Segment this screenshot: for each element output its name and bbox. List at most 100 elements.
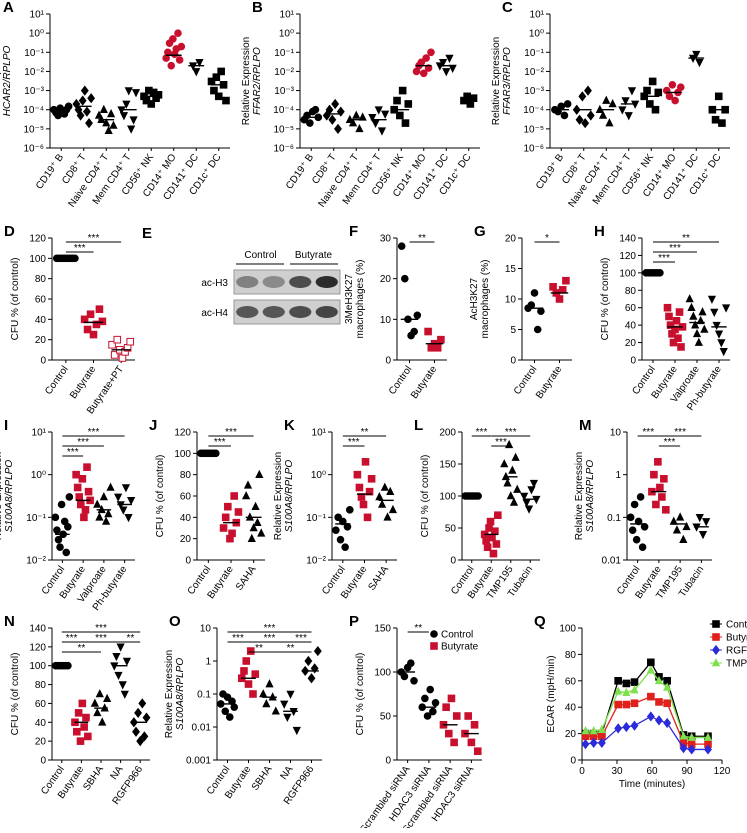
legend-marker (711, 658, 721, 667)
data-point (214, 92, 223, 101)
data-point (486, 517, 495, 526)
data-point (429, 707, 437, 716)
data-point (695, 58, 704, 68)
data-point (558, 286, 567, 294)
data-point (622, 679, 631, 688)
data-point (136, 736, 145, 747)
panel-letter: M (579, 417, 592, 434)
data-point (112, 652, 121, 662)
y-tick-label: 100 (374, 668, 391, 679)
data-point (54, 535, 63, 544)
significance-label: ** (418, 233, 426, 244)
significance-label: *** (658, 253, 670, 264)
data-point (663, 699, 671, 708)
data-point (533, 325, 542, 334)
y-tick-label: 10⁻¹ (274, 48, 294, 59)
data-point (353, 470, 362, 479)
y-tick-label: 80 (565, 650, 577, 661)
data-point (413, 311, 422, 320)
y-tick-label: 0 (630, 356, 636, 367)
data-point (691, 320, 700, 329)
panel-letter: P (349, 613, 359, 630)
y-axis-label: HCAR2/RPLPO (2, 45, 13, 116)
data-point (224, 502, 232, 511)
data-point (262, 699, 271, 708)
data-point (679, 731, 688, 740)
data-point (76, 737, 85, 745)
data-point (687, 302, 696, 312)
data-point (489, 549, 498, 558)
data-point (89, 330, 98, 339)
data-point (51, 513, 60, 522)
data-point (336, 535, 345, 544)
data-point (110, 351, 119, 359)
data-point (286, 690, 295, 699)
y-tick-label: 0.001 (186, 756, 211, 767)
x-tick-label: Control (43, 364, 71, 397)
data-point (93, 707, 102, 717)
data-point (630, 699, 639, 708)
data-point (401, 274, 409, 283)
data-point (64, 102, 73, 111)
data-point (113, 335, 122, 344)
data-point (450, 738, 458, 747)
y-axis-label: Relative Expression (574, 452, 585, 540)
y-tick-label: 10⁻² (24, 67, 44, 78)
data-point (513, 484, 522, 493)
data-point (175, 56, 184, 64)
y-axis-label: AcH3K27 (469, 277, 480, 320)
data-point (626, 513, 635, 522)
data-point (102, 118, 111, 127)
data-point (618, 106, 627, 115)
y-tick-label: 100 (439, 492, 456, 503)
y-axis-label: Relative Expression (491, 37, 502, 125)
data-point (386, 486, 395, 495)
y-tick-label: 0 (510, 356, 516, 367)
data-point (332, 526, 340, 534)
data-point (76, 500, 85, 509)
y-tick-label: 0 (385, 756, 391, 767)
data-point (687, 744, 696, 755)
data-point (622, 721, 631, 733)
data-point (122, 100, 131, 109)
data-point (679, 534, 688, 543)
y-tick-label: 10⁰ (29, 29, 44, 40)
y-tick-label: 60 (35, 295, 47, 306)
y-tick-label: 10⁻⁵ (23, 124, 44, 135)
data-point (80, 723, 88, 731)
y-tick-label: 140 (29, 624, 46, 635)
x-tick-label: Butyrate (534, 364, 565, 401)
data-point (365, 487, 374, 496)
data-point (377, 499, 387, 508)
data-point (313, 645, 322, 657)
data-point (377, 127, 387, 136)
data-point (555, 295, 564, 303)
y-tick-label: 40 (625, 321, 637, 332)
panel-letter: L (414, 417, 423, 434)
data-point (109, 120, 118, 129)
data-point (355, 483, 364, 492)
data-point (292, 726, 301, 736)
y-tick-label: 140 (619, 234, 636, 245)
data-point (621, 97, 630, 106)
y-tick-label: 10¹ (32, 428, 47, 439)
data-point (646, 711, 655, 722)
data-point (98, 717, 107, 726)
data-point (367, 475, 376, 483)
y-axis-label: FFAR3/RPLPO (502, 47, 513, 115)
data-point (675, 308, 684, 316)
data-point (426, 685, 435, 694)
data-point (339, 517, 347, 526)
y-tick-label: 100 (619, 268, 636, 279)
data-point (65, 493, 74, 501)
data-point (431, 699, 440, 707)
significance-label: *** (214, 437, 226, 448)
y-tick-label: 100 (559, 624, 576, 635)
y-tick-label: 60 (180, 492, 192, 503)
y-tick-label: 0 (40, 356, 46, 367)
data-point (714, 330, 724, 339)
legend-label: RGFP966 (726, 646, 747, 657)
data-point (437, 335, 445, 344)
data-point (98, 317, 107, 326)
data-point (271, 706, 280, 715)
